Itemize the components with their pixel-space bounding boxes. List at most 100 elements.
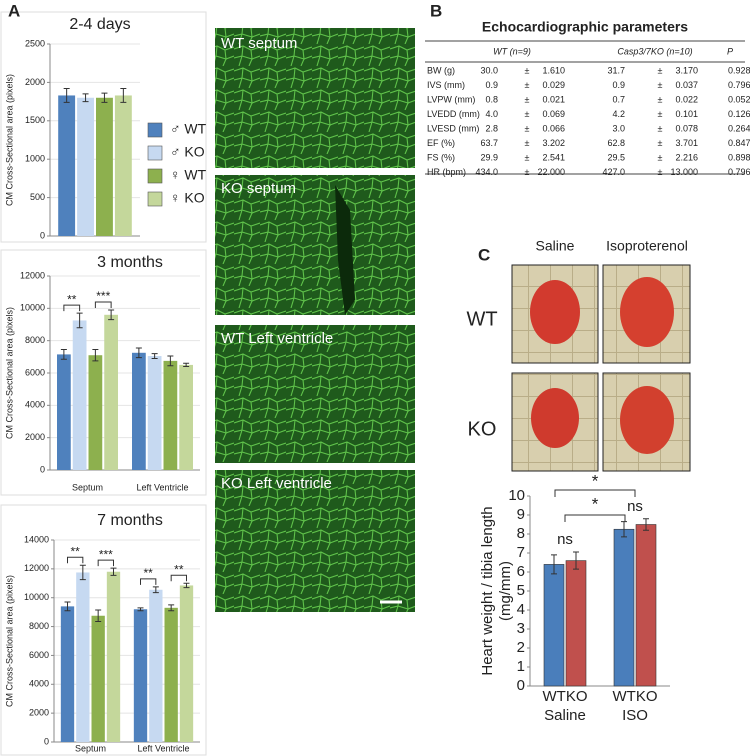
micrograph-images: [215, 28, 415, 612]
bar: [91, 615, 105, 742]
y-tick-label: 0: [40, 230, 45, 240]
table-header: WT (n=9): [493, 46, 531, 56]
y-tick-label: 2: [517, 639, 525, 656]
heart: [530, 280, 580, 344]
chart-title: 2-4 days: [69, 16, 130, 33]
significance-bracket: [97, 559, 114, 567]
heart-photos: [511, 264, 691, 472]
bar: [149, 589, 163, 742]
photo-column-label: Saline: [536, 238, 575, 254]
table-cell: ±: [525, 94, 530, 104]
error-bar: [152, 586, 159, 594]
bar: [147, 356, 162, 470]
bar: [106, 571, 121, 742]
table-cell: LVPW (mm): [427, 94, 475, 104]
table-cell: ±: [658, 80, 663, 90]
y-tick-label: 10000: [20, 303, 45, 313]
table-cell: 2.541: [542, 152, 565, 162]
chart-title: 3 months: [97, 254, 163, 271]
table-cell: 0.021: [542, 94, 565, 104]
bar: [88, 355, 103, 470]
y-tick-label: 8000: [25, 335, 45, 345]
micrograph-label: WT Left ventricle: [221, 330, 333, 347]
error-bar: [101, 92, 108, 103]
y-tick-label: 4000: [25, 400, 45, 410]
y-tick-label: 8000: [29, 621, 49, 631]
table-cell: LVEDD (mm): [427, 109, 480, 119]
table-cell: BW (g): [427, 65, 455, 75]
y-tick-label: 500: [30, 192, 45, 202]
table-cell: 0.796: [728, 80, 750, 90]
significance-label: ***: [99, 547, 113, 561]
micrograph: [215, 28, 415, 168]
table-cell: ±: [525, 65, 530, 75]
error-bar: [168, 604, 175, 612]
table-header: Casp3/7KO (n=10): [617, 46, 692, 56]
bar: [72, 320, 87, 470]
y-tick-label: 14000: [24, 534, 49, 544]
table-cell: 29.5: [607, 152, 625, 162]
error-bar: [183, 362, 190, 368]
table-cell: 0.264: [728, 123, 750, 133]
table-cell: 0.069: [542, 109, 565, 119]
significance-label: **: [67, 292, 77, 306]
table-cell: HR (bpm): [427, 167, 466, 177]
error-bar: [137, 607, 144, 612]
table-cell: 0.078: [675, 123, 698, 133]
error-bar: [151, 353, 158, 359]
micrograph: [215, 470, 415, 612]
error-bar: [551, 554, 557, 575]
table-cell: 4.2: [612, 109, 625, 119]
y-tick-label: 1000: [25, 154, 45, 164]
significance-label: ns: [557, 531, 573, 548]
table-cell: ±: [658, 109, 663, 119]
significance-label: **: [70, 544, 80, 558]
error-bar: [621, 521, 627, 538]
bar: [133, 609, 148, 742]
y-axis-label: CM Cross-Sectional area (pixels): [4, 307, 14, 439]
error-bar: [120, 88, 127, 103]
y-tick-label: 3: [517, 620, 525, 637]
table-cell: 0.066: [542, 123, 565, 133]
legend-swatch: [147, 122, 163, 138]
table-cell: ±: [525, 123, 530, 133]
panel-label: B: [430, 1, 442, 20]
table-cell: 0.052: [728, 94, 750, 104]
significance-label: *: [592, 471, 599, 490]
error-bar: [110, 567, 117, 576]
group-label: WTKO: [613, 688, 658, 705]
table-cell: LVESD (mm): [427, 123, 479, 133]
table-cell: 0.9: [485, 80, 498, 90]
y-tick-label: 1500: [25, 115, 45, 125]
bar: [77, 97, 94, 236]
legend-swatch: [147, 191, 163, 207]
table-cell: 0.8: [485, 94, 498, 104]
significance-bracket: [554, 489, 636, 497]
table-cell: 0.847: [728, 138, 750, 148]
table-cell: 1.610: [542, 65, 565, 75]
significance-label: ***: [96, 289, 110, 303]
table-cell: EF (%): [427, 138, 455, 148]
micrograph-label: KO Left ventricle: [221, 475, 332, 492]
table-cell: 2.8: [485, 123, 498, 133]
error-bar: [92, 349, 99, 362]
error-bar: [135, 347, 142, 359]
table-cell: 434.0: [475, 167, 498, 177]
table-cell: ±: [658, 152, 663, 162]
y-tick-label: 2500: [25, 38, 45, 48]
y-axis-label: (mg/mm): [497, 561, 514, 621]
y-tick-label: 2000: [25, 77, 45, 87]
significance-label: **: [143, 566, 153, 580]
table-cell: 3.701: [675, 138, 698, 148]
bar: [57, 354, 71, 470]
table-cell: ±: [525, 138, 530, 148]
table-cell: ±: [525, 152, 530, 162]
bar: [58, 95, 76, 237]
photo-column-label: Isoproterenol: [606, 238, 688, 254]
table-cell: ±: [525, 167, 530, 177]
table-cell: 2.216: [675, 152, 698, 162]
y-tick-label: 10000: [24, 592, 49, 602]
legend-label: ♂ KO: [170, 144, 205, 160]
table-cell: ±: [525, 109, 530, 119]
